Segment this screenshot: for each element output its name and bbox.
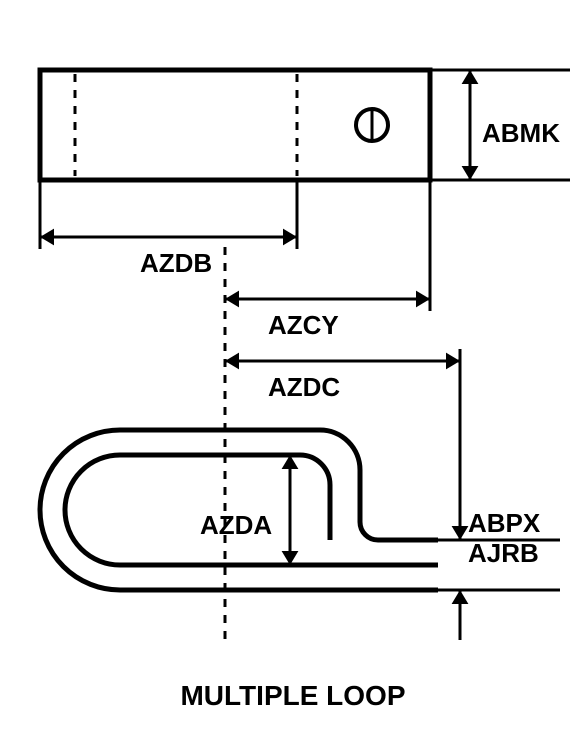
label-ajrb: AJRB xyxy=(468,538,539,569)
label-azda: AZDA xyxy=(200,510,272,541)
label-azcy: AZCY xyxy=(268,310,339,341)
label-azdb: AZDB xyxy=(140,248,212,279)
label-abpx: ABPX xyxy=(468,508,540,539)
diagram-title: MULTIPLE LOOP xyxy=(0,680,586,712)
label-abmk: ABMK xyxy=(482,118,560,149)
label-azdc: AZDC xyxy=(268,372,340,403)
